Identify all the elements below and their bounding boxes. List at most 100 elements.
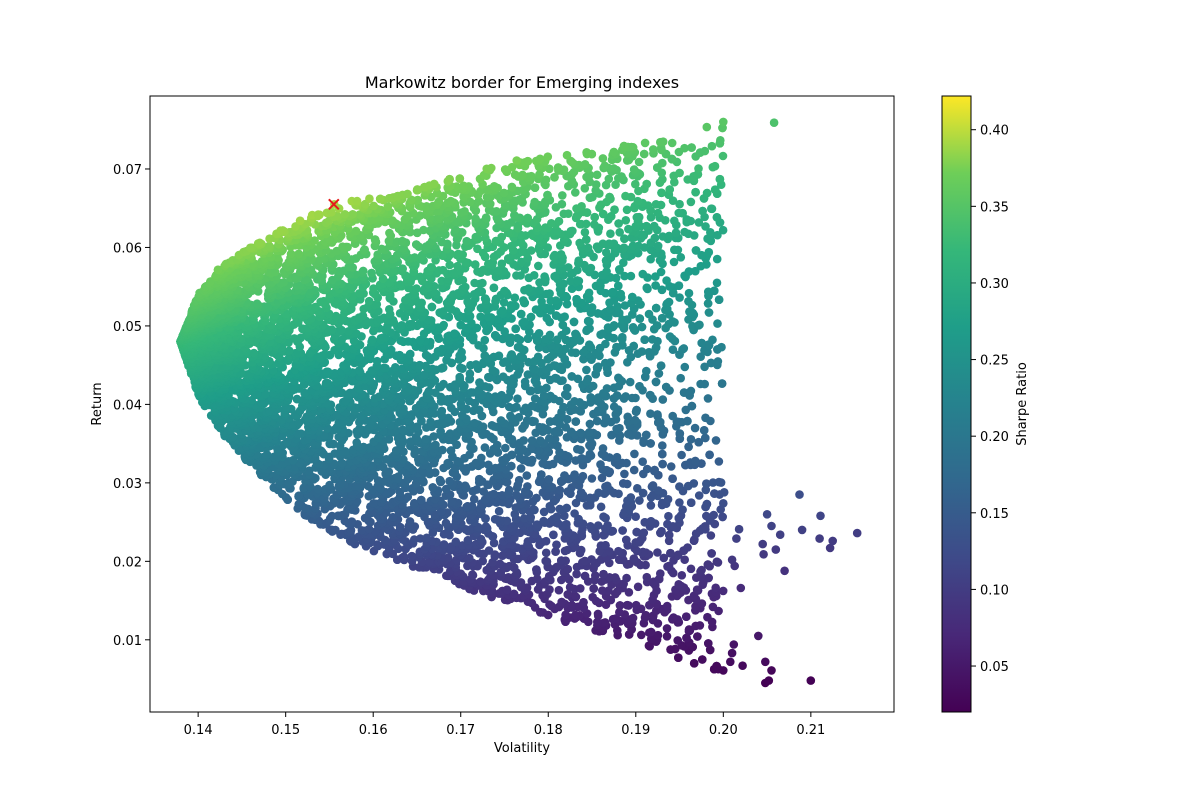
portfolio-point [504,573,513,582]
portfolio-point [284,346,294,356]
portfolio-point [337,458,347,468]
portfolio-point [601,541,610,550]
portfolio-point [646,501,656,510]
portfolio-point [475,474,484,484]
portfolio-point [541,536,551,546]
portfolio-point [703,394,713,403]
portfolio-point [699,426,709,435]
portfolio-point [605,547,614,556]
portfolio-point [576,428,585,438]
portfolio-point [456,363,465,373]
portfolio-point [545,600,554,609]
portfolio-point [388,513,398,522]
portfolio-point [588,592,597,602]
portfolio-point [661,382,671,392]
portfolio-point [439,379,448,389]
portfolio-point [357,526,367,535]
portfolio-point [638,488,648,498]
portfolio-point [668,345,678,355]
portfolio-point [539,516,548,526]
portfolio-point [580,571,590,581]
portfolio-point [762,510,772,519]
portfolio-point [455,372,465,382]
portfolio-point [399,447,408,457]
portfolio-point [686,564,696,574]
portfolio-point [635,496,644,505]
portfolio-point [644,641,654,650]
portfolio-point [346,525,356,535]
portfolio-point [554,585,564,595]
portfolio-point [701,413,710,423]
portfolio-point [637,347,647,356]
portfolio-point [684,625,694,634]
portfolio-point [761,657,770,667]
portfolio-point [717,379,727,388]
portfolio-point [437,406,447,416]
portfolio-point [719,488,729,497]
portfolio-point [617,458,627,468]
portfolio-point [495,559,505,569]
portfolio-point [551,547,560,556]
portfolio-point [480,351,490,361]
portfolio-point [771,545,781,554]
portfolio-point [633,484,642,493]
portfolio-point [451,537,461,547]
portfolio-point [466,525,476,534]
portfolio-point [676,373,685,383]
portfolio-point [714,477,724,487]
portfolio-point [680,555,689,564]
chart-title: Markowitz border for Emerging indexes [365,73,679,92]
portfolio-point [680,362,690,372]
portfolio-point [635,382,644,391]
portfolio-point [712,661,721,671]
portfolio-point [695,621,705,630]
portfolio-point [642,430,651,440]
portfolio-point [654,486,663,495]
portfolio-point [494,351,504,361]
portfolio-point [510,509,520,519]
portfolio-point [478,556,488,566]
portfolio-point [707,549,716,558]
portfolio-point [490,514,500,524]
portfolio-point [494,506,504,516]
portfolio-point [549,530,558,540]
scatter-points [176,117,862,688]
portfolio-point [457,347,466,357]
portfolio-point [662,624,672,633]
portfolio-point [532,520,542,529]
portfolio-point [708,602,718,612]
portfolio-point [576,584,585,593]
portfolio-point [415,485,425,495]
portfolio-point [460,481,470,491]
portfolio-point [532,565,541,574]
portfolio-point [656,569,665,578]
portfolio-point [675,482,684,491]
portfolio-point [622,535,631,545]
portfolio-point [702,511,711,521]
portfolio-point [711,436,721,445]
portfolio-point [565,582,575,592]
portfolio-point [727,648,737,658]
portfolio-point [591,571,600,580]
portfolio-point [718,512,727,522]
portfolio-point [656,361,666,371]
portfolio-point [561,610,570,620]
portfolio-point [615,608,624,617]
portfolio-point [439,540,449,549]
portfolio-point [711,583,720,593]
portfolio-point [675,498,684,507]
portfolio-point [653,630,663,640]
portfolio-point [570,509,579,518]
portfolio-point [637,630,646,640]
portfolio-point [686,498,696,508]
portfolio-point [624,429,633,439]
portfolio-point [700,522,710,531]
portfolio-point [509,589,519,599]
portfolio-point [562,503,571,513]
portfolio-point [570,397,579,406]
portfolio-point [487,421,497,430]
portfolio-point [475,378,484,387]
portfolio-point [646,409,655,419]
portfolio-point [562,383,572,393]
